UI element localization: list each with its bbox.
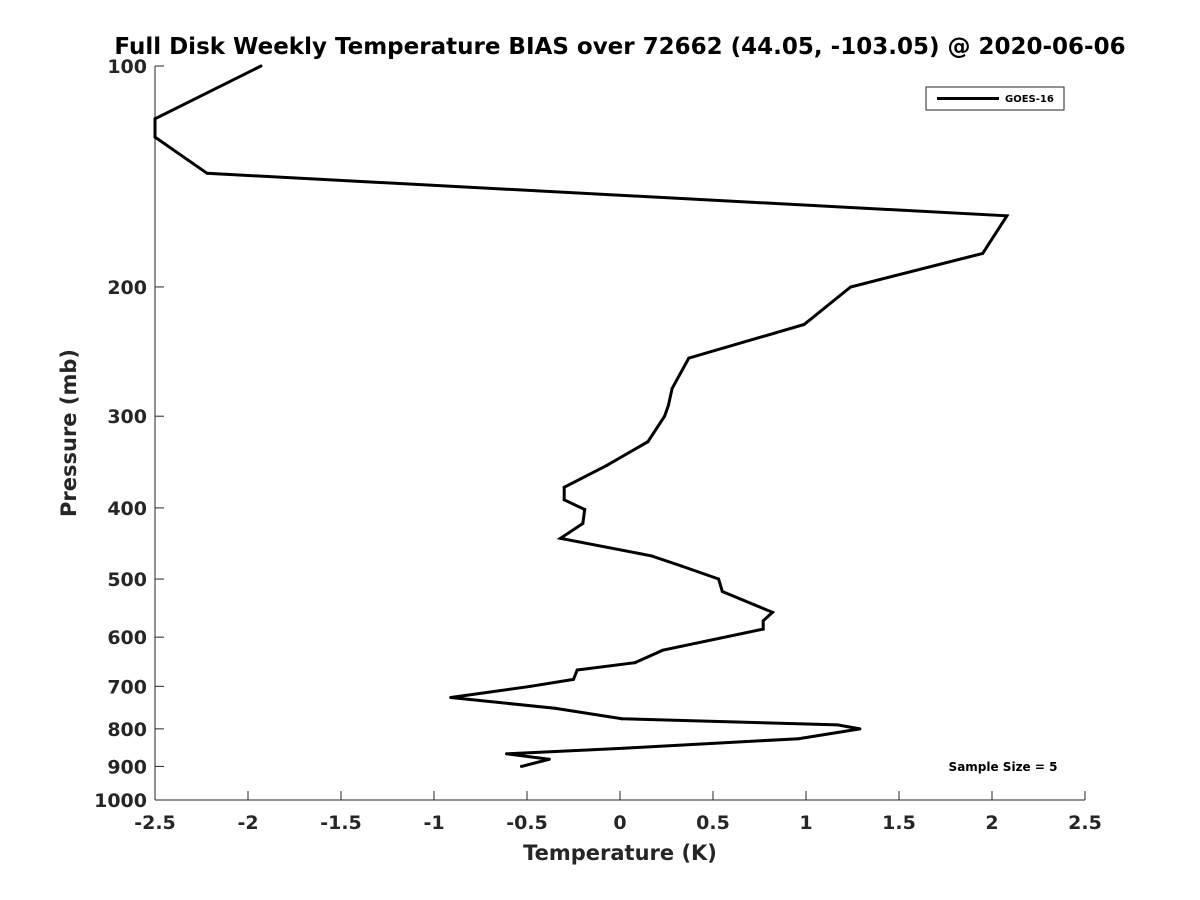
data-point — [761, 619, 765, 623]
data-point — [661, 648, 665, 652]
data-point — [605, 463, 609, 467]
y-axis-label: Pressure (mb) — [57, 349, 81, 517]
data-point — [622, 746, 626, 750]
data-point — [981, 251, 985, 255]
y-tick-label: 700 — [107, 676, 147, 698]
data-point — [562, 498, 566, 502]
x-tick-label: -1 — [423, 812, 444, 834]
data-point — [449, 696, 453, 699]
data-point — [259, 64, 263, 68]
y-tick-label: 1000 — [94, 790, 147, 812]
x-tick-label: -2 — [237, 812, 258, 834]
data-point — [529, 684, 533, 688]
data-point — [505, 752, 508, 756]
x-tick-label: 2 — [985, 812, 998, 834]
data-point — [583, 508, 587, 511]
data-point — [802, 323, 806, 326]
data-point — [666, 403, 670, 407]
data-point — [562, 485, 566, 489]
data-point — [1005, 214, 1009, 218]
data-point — [670, 387, 674, 390]
data-point — [559, 536, 562, 540]
y-tick-label: 300 — [107, 406, 147, 428]
series-group — [153, 64, 1010, 768]
data-point — [663, 414, 667, 418]
data-point — [205, 171, 209, 175]
x-tick-label: 0.5 — [696, 812, 730, 834]
data-point — [153, 117, 157, 121]
x-tick-label: -2.5 — [134, 812, 176, 834]
y-tick-label: 600 — [107, 627, 147, 649]
data-point — [572, 677, 575, 681]
data-point — [547, 757, 551, 761]
data-point — [858, 727, 862, 731]
data-point — [717, 577, 721, 581]
data-point — [553, 706, 557, 710]
chart-title: Full Disk Weekly Temperature BIAS over 7… — [114, 34, 1125, 60]
x-axis-label: Temperature (K) — [523, 841, 717, 865]
x-tick-label: -1.5 — [320, 812, 362, 834]
y-tick-label: 100 — [107, 56, 147, 78]
data-point — [575, 668, 579, 672]
data-point — [620, 717, 624, 721]
data-point — [646, 440, 650, 444]
legend: GOES-16 — [925, 86, 1065, 111]
x-tick-label: 1 — [799, 812, 812, 834]
data-point — [720, 590, 724, 593]
data-point — [650, 554, 654, 558]
x-tick-label: 0 — [613, 812, 626, 834]
legend-label-goes-16: GOES-16 — [1005, 94, 1054, 105]
data-point — [836, 723, 840, 727]
data-point — [687, 356, 691, 360]
y-tick-label: 500 — [107, 569, 147, 591]
data-point — [797, 737, 801, 741]
x-tick-label: 1.5 — [882, 812, 916, 834]
data-point — [633, 661, 637, 665]
y-axis-ticks: 100 200 300 400 500 600 700 800 900 1000 — [94, 56, 164, 812]
data-point — [771, 610, 774, 614]
y-tick-label: 200 — [107, 277, 147, 299]
data-point — [581, 522, 585, 525]
data-point — [761, 627, 765, 631]
series-line-goes-16 — [153, 64, 1010, 768]
data-point — [849, 285, 853, 289]
data-point — [519, 764, 523, 768]
sample-size-note: Sample Size = 5 — [949, 760, 1058, 774]
data-point — [679, 564, 683, 568]
x-axis-ticks: -2.5 -2 -1.5 -1 -0.5 0 0.5 1 1.5 2 2.5 — [134, 791, 1102, 834]
y-tick-label: 400 — [107, 498, 147, 520]
y-tick-label: 800 — [107, 719, 147, 741]
y-tick-label: 900 — [107, 756, 147, 778]
x-tick-label: -0.5 — [506, 812, 548, 834]
x-tick-label: 2.5 — [1068, 812, 1102, 834]
data-point — [153, 135, 157, 139]
